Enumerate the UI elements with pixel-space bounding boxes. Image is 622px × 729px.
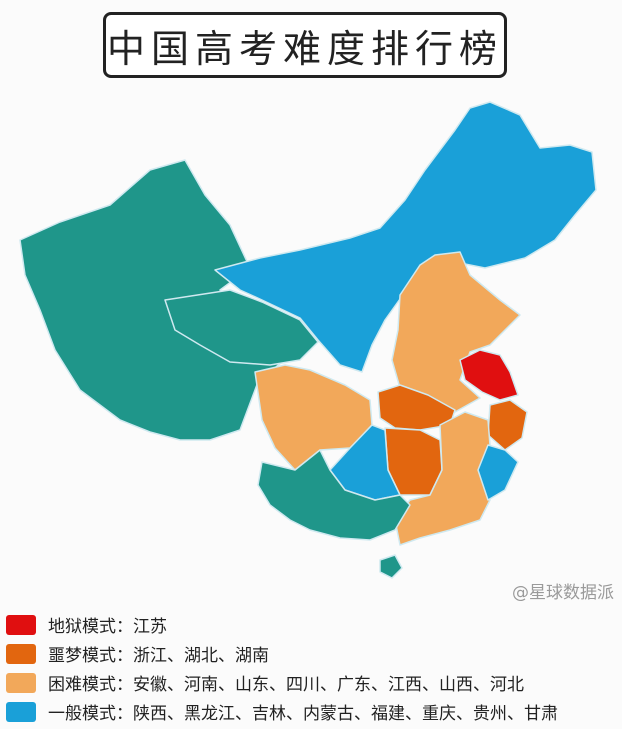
legend-swatch: [6, 701, 36, 722]
region-south-orange: [394, 411, 491, 546]
watermark: @星球数据派: [512, 583, 614, 603]
legend-swatch: [6, 643, 36, 664]
region-fujian: [477, 444, 519, 501]
legend-row-normal: 一般模式：陕西、黑龙江、吉林、内蒙古、福建、重庆、贵州、甘肃: [6, 697, 558, 726]
legend-provinces: 江苏: [133, 617, 167, 637]
legend-separator: ：: [116, 617, 133, 637]
page-title: 中国高考难度排行榜: [106, 26, 503, 71]
legend-provinces: 安徽、河南、山东、四川、广东、江西、山西、河北: [133, 675, 524, 695]
legend-mode: 噩梦模式: [48, 646, 116, 666]
legend-text: 地狱模式：江苏: [48, 612, 167, 637]
legend-separator: ：: [116, 704, 133, 724]
region-jiangsu: [459, 349, 519, 401]
legend-mode: 地狱模式: [48, 617, 116, 637]
legend-swatch: [6, 614, 36, 635]
legend-text: 困难模式：安徽、河南、山东、四川、广东、江西、山西、河北: [48, 670, 524, 695]
legend-provinces: 浙江、湖北、湖南: [133, 646, 269, 666]
legend-text: 噩梦模式：浙江、湖北、湖南: [48, 641, 269, 666]
legend-mode: 一般模式: [48, 704, 116, 724]
legend-mode: 困难模式: [48, 675, 116, 695]
legend-provinces: 陕西、黑龙江、吉林、内蒙古、福建、重庆、贵州、甘肃: [133, 704, 558, 724]
legend-separator: ：: [116, 675, 133, 695]
legend: 地狱模式：江苏 噩梦模式：浙江、湖北、湖南 困难模式：安徽、河南、山东、四川、广…: [6, 610, 558, 726]
region-gansu-qinghai-teal: [164, 289, 319, 366]
legend-row-hell: 地狱模式：江苏: [6, 610, 558, 639]
region-hainan: [379, 554, 403, 579]
legend-swatch: [6, 672, 36, 693]
legend-row-nightmare: 噩梦模式：浙江、湖北、湖南: [6, 639, 558, 668]
region-southwest-teal: [257, 449, 411, 541]
legend-row-hard: 困难模式：安徽、河南、山东、四川、广东、江西、山西、河北: [6, 668, 558, 697]
region-north-blue: [214, 101, 597, 373]
legend-text: 一般模式：陕西、黑龙江、吉林、内蒙古、福建、重庆、贵州、甘肃: [48, 699, 558, 724]
legend-separator: ：: [116, 646, 133, 666]
region-north-orange: [391, 251, 521, 413]
region-zhejiang: [487, 399, 528, 451]
title-box: 中国高考难度排行榜: [103, 12, 507, 78]
